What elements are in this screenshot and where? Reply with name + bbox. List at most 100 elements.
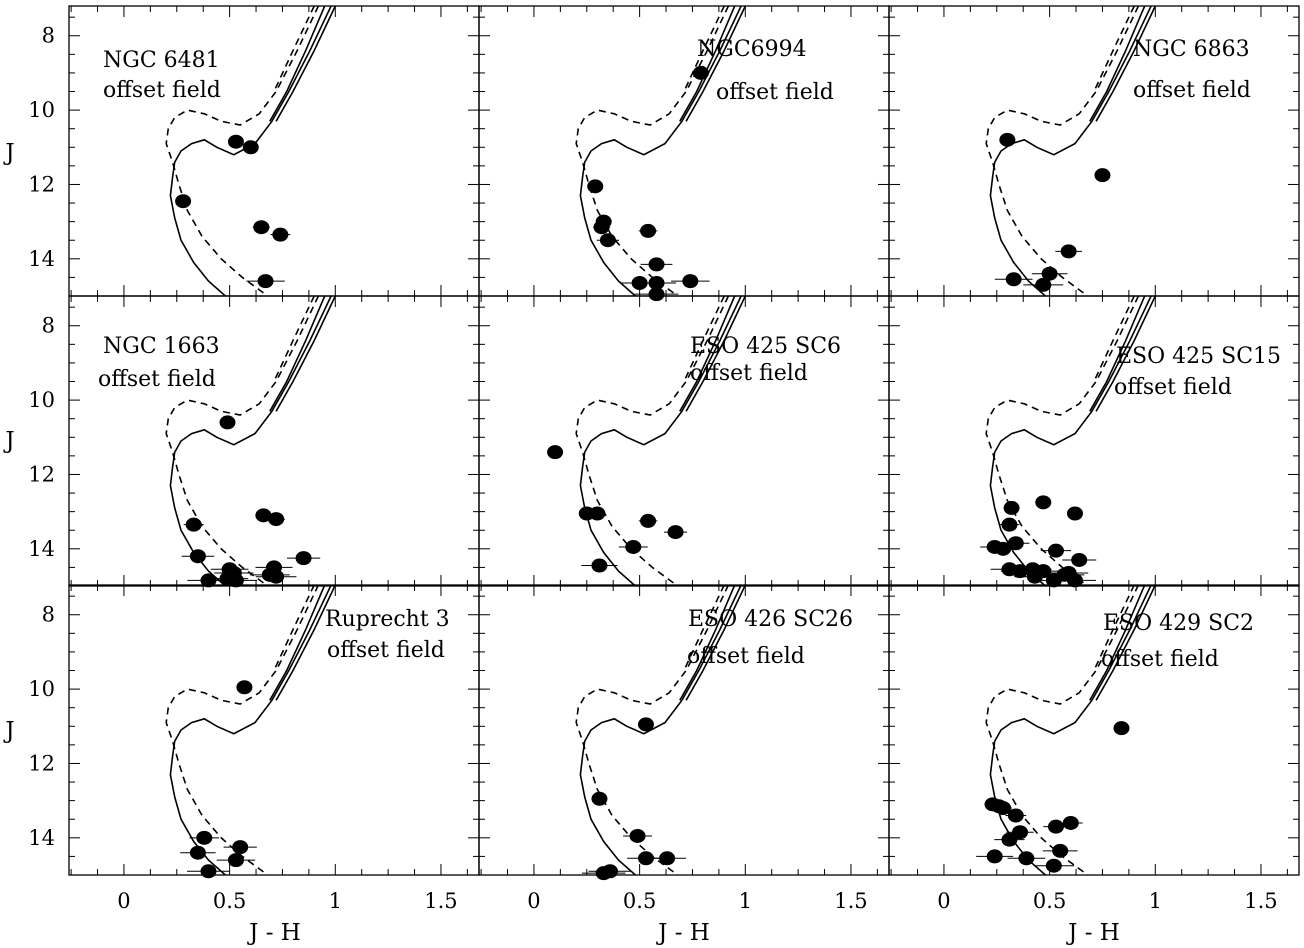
star-point	[667, 525, 684, 540]
star-point	[236, 680, 253, 695]
star-point	[1012, 564, 1029, 579]
star-point	[629, 828, 646, 843]
star-point	[648, 287, 665, 302]
isochrone-solid	[169, 6, 332, 296]
y-tick-label: 10	[28, 677, 55, 701]
star-point	[547, 445, 564, 460]
x-tick-label: 1.5	[834, 889, 867, 913]
panel-frame	[478, 5, 890, 297]
isochrone-dashed	[1093, 296, 1135, 382]
star-point	[200, 864, 217, 879]
star-point	[1026, 569, 1043, 584]
star-point	[189, 845, 206, 860]
isochrone-dashed	[985, 585, 1140, 875]
isochrone-solid	[169, 296, 332, 586]
panel-title: ESO 425 SC15	[1116, 344, 1281, 369]
star-point	[1045, 858, 1062, 873]
star-point	[1062, 815, 1079, 830]
star-point	[593, 220, 610, 235]
isochrone-group	[165, 6, 337, 296]
x-axis-title: J - H	[656, 920, 710, 946]
panel-title: offset field	[103, 78, 221, 103]
star-point	[648, 275, 665, 290]
x-tick-label: 1.5	[1244, 889, 1277, 913]
star-point	[1003, 500, 1020, 515]
star-point	[589, 506, 606, 521]
star-point	[219, 415, 236, 430]
star-point	[1094, 168, 1111, 183]
isochrone-solid	[169, 585, 332, 875]
x-tick-label: 0.5	[623, 889, 656, 913]
star-point	[1001, 832, 1018, 847]
cmd-panel: NGC6994 offset field	[478, 5, 890, 302]
star-point	[648, 257, 665, 272]
isochrone-solid	[685, 296, 747, 412]
star-point	[1071, 552, 1088, 567]
isochrone-solid	[275, 585, 337, 701]
isochrone-dashed	[683, 585, 725, 671]
isochrone-dashed	[165, 6, 320, 296]
y-tick-label: 10	[28, 388, 55, 412]
panel-title: NGC 6863	[1133, 37, 1250, 62]
isochrone-solid	[1095, 585, 1157, 701]
star-point	[1060, 244, 1077, 259]
star-point	[189, 549, 206, 564]
y-tick-label: 8	[42, 314, 55, 338]
isochrone-dashed	[1093, 585, 1135, 671]
isochrone-dashed	[273, 6, 315, 92]
isochrone-solid	[679, 296, 736, 412]
star-point	[268, 569, 285, 584]
x-tick-label: 0	[527, 889, 540, 913]
isochrone-solid	[1089, 585, 1146, 701]
cmd-panel: ESO 425 SC15 offset field	[888, 295, 1300, 588]
star-point	[1035, 277, 1052, 292]
isochrone-solid	[269, 585, 326, 701]
star-point	[591, 791, 608, 806]
isochrone-dashed	[985, 296, 1140, 586]
isochrone-dashed	[985, 6, 1140, 296]
x-tick-label: 1.5	[424, 889, 457, 913]
isochrone-group	[575, 296, 747, 586]
isochrone-solid	[269, 6, 326, 122]
isochrone-solid	[989, 6, 1152, 296]
x-tick-label: 1	[739, 889, 752, 913]
panel-title: Ruprecht 3	[325, 607, 450, 632]
isochrone-dashed	[273, 296, 315, 382]
x-tick-label: 0	[937, 889, 950, 913]
x-axis-title: J - H	[1066, 920, 1120, 946]
star-point	[682, 274, 699, 289]
star-point	[242, 140, 259, 155]
cmd-panel: 0 0.5 1 1.5 ESO 429 SC2 offset field	[888, 584, 1300, 913]
isochrone-solid	[275, 6, 337, 122]
y-tick-label: 12	[28, 751, 55, 775]
star-point	[232, 840, 249, 855]
star-point	[1018, 851, 1035, 866]
y-axis-title: J	[3, 140, 14, 166]
star-point	[227, 134, 244, 149]
x-tick-label: 1	[329, 889, 342, 913]
star-point	[1005, 272, 1022, 287]
panel-title: offset field	[1114, 375, 1232, 400]
star-point	[257, 274, 274, 289]
isochrone-solid	[1089, 296, 1146, 412]
y-axis-title: J	[3, 718, 14, 744]
star-point	[1035, 495, 1052, 510]
panel-title: NGC 1663	[103, 334, 220, 359]
isochrone-solid	[579, 296, 742, 586]
star-point	[175, 194, 192, 209]
star-point	[637, 717, 654, 732]
isochrone-solid	[1095, 6, 1157, 122]
panel-title: ESO 426 SC26	[688, 607, 853, 632]
x-axis-title: J - H	[247, 920, 301, 946]
y-tick-label: 10	[28, 98, 55, 122]
star-point	[1113, 721, 1130, 736]
star-point	[1001, 517, 1018, 532]
star-point	[640, 513, 657, 528]
panel-title: offset field	[98, 367, 216, 392]
isochrone-solid	[1089, 6, 1146, 122]
isochrone-solid	[679, 585, 736, 701]
star-point	[999, 132, 1016, 147]
y-tick-label: 12	[28, 462, 55, 486]
panel-title: NGC 6481	[103, 48, 220, 73]
star-point	[640, 223, 657, 238]
